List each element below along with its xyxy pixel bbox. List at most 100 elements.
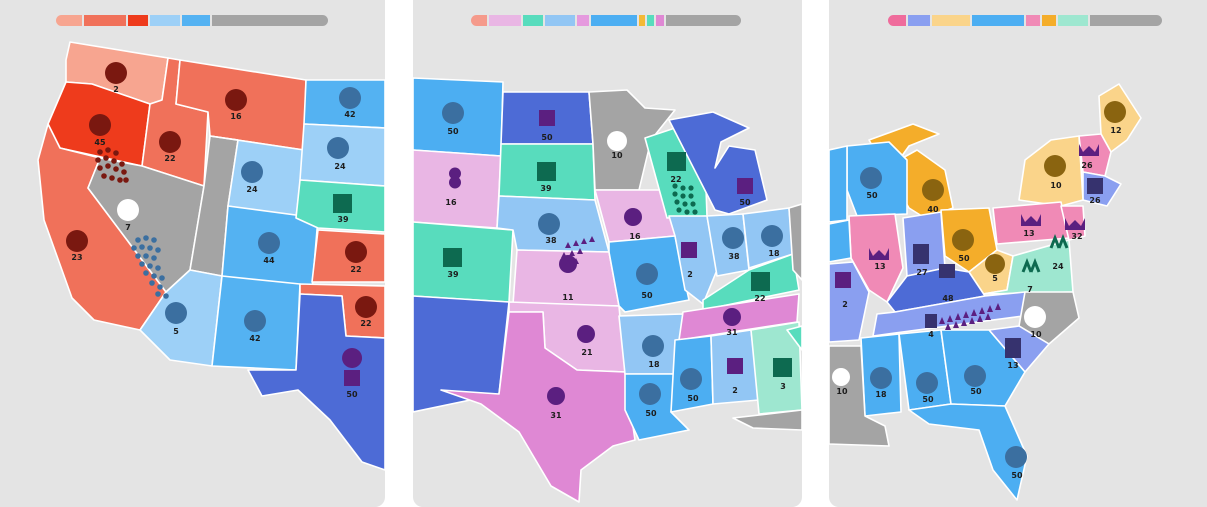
army-token[interactable]: [345, 241, 367, 263]
army-token[interactable]: [636, 263, 658, 285]
army-token[interactable]: [327, 137, 349, 159]
army-count: 38: [545, 236, 557, 245]
attack-swarm: [561, 236, 595, 266]
army-token[interactable]: [1005, 446, 1027, 468]
army-token[interactable]: [159, 131, 181, 153]
army-token[interactable]: [680, 368, 702, 390]
state-wyoming[interactable]: [413, 149, 502, 229]
progress-segment: [84, 15, 126, 26]
army-token[interactable]: [66, 230, 88, 252]
unit-token[interactable]: [577, 325, 595, 343]
neutral-token[interactable]: [607, 131, 627, 151]
army-token[interactable]: [339, 87, 361, 109]
square-token[interactable]: [537, 162, 556, 181]
unit-token[interactable]: [547, 387, 565, 405]
neutral-token[interactable]: [832, 368, 850, 386]
progress-segment: [545, 15, 575, 26]
square-token[interactable]: [333, 194, 352, 213]
unit-token[interactable]: [449, 167, 461, 189]
unit-token[interactable]: [681, 242, 697, 258]
army-count: 2: [842, 300, 848, 309]
army-count: 22: [164, 154, 175, 163]
unit-token[interactable]: [624, 208, 642, 226]
progress-segment: [56, 15, 82, 26]
army-count: 27: [916, 268, 927, 277]
castle-token[interactable]: [939, 264, 955, 278]
army-count: 7: [125, 223, 131, 232]
unit-markers: [442, 102, 792, 405]
army-token[interactable]: [860, 167, 882, 189]
state-colorado[interactable]: [413, 221, 514, 303]
army-token[interactable]: [538, 213, 560, 235]
tree-token[interactable]: [1049, 233, 1069, 249]
unit-token[interactable]: [737, 178, 753, 194]
unit-token[interactable]: [727, 358, 743, 374]
army-token[interactable]: [722, 227, 744, 249]
state-minnesota-edge[interactable]: [829, 145, 848, 223]
castle-token[interactable]: [925, 314, 937, 328]
state-north-carolina[interactable]: [1018, 291, 1080, 345]
crown-token[interactable]: [869, 248, 889, 260]
state-missouri-edge[interactable]: [829, 219, 852, 263]
army-token[interactable]: [642, 335, 664, 357]
army-token[interactable]: [1044, 155, 1066, 177]
square-token[interactable]: [443, 248, 462, 267]
army-token[interactable]: [442, 102, 464, 124]
castle-token[interactable]: [913, 244, 929, 264]
crown-token[interactable]: [1021, 214, 1041, 226]
army-count: 42: [344, 110, 355, 119]
army-count: 2: [113, 85, 119, 94]
square-token[interactable]: [751, 272, 770, 291]
army-token[interactable]: [355, 296, 377, 318]
army-count: 50: [866, 191, 878, 200]
army-token[interactable]: [241, 161, 263, 183]
army-token[interactable]: [916, 372, 938, 394]
progress-segment: [666, 15, 741, 26]
castle-token[interactable]: [1005, 338, 1021, 358]
state-texas[interactable]: [247, 293, 385, 471]
army-token[interactable]: [244, 310, 266, 332]
central-map: 50 50 10 16 39 22 39 38 16 50 11 2 38 18…: [413, 77, 802, 503]
unit-token[interactable]: [835, 272, 851, 288]
crown-token[interactable]: [1079, 144, 1099, 156]
army-count: 23: [71, 253, 82, 262]
army-count: 50: [922, 395, 934, 404]
army-count: 7: [1027, 285, 1033, 294]
state-carolina-edge[interactable]: [786, 325, 802, 351]
army-token[interactable]: [985, 254, 1005, 274]
neutral-token[interactable]: [1024, 306, 1046, 328]
unit-token[interactable]: [342, 348, 363, 386]
state-west-virginia[interactable]: [788, 203, 802, 281]
army-token[interactable]: [870, 367, 892, 389]
army-token[interactable]: [165, 302, 187, 324]
crown-token[interactable]: [1065, 218, 1085, 230]
castle-token[interactable]: [1087, 178, 1103, 194]
army-count: 40: [927, 205, 939, 214]
tree-token[interactable]: [1021, 257, 1041, 273]
army-token[interactable]: [89, 114, 111, 136]
army-token[interactable]: [964, 365, 986, 387]
state-florida[interactable]: [908, 403, 1028, 501]
army-token[interactable]: [922, 179, 944, 201]
square-token[interactable]: [773, 358, 792, 377]
army-token[interactable]: [258, 232, 280, 254]
army-token[interactable]: [639, 383, 661, 405]
state-georgia[interactable]: [940, 329, 1026, 407]
unit-token[interactable]: [723, 308, 741, 326]
territory-progress-bar: [888, 15, 1162, 26]
army-token[interactable]: [952, 229, 974, 251]
progress-segment: [656, 15, 664, 26]
progress-segment: [1090, 15, 1162, 26]
army-token[interactable]: [225, 89, 247, 111]
state-texas[interactable]: [440, 311, 636, 503]
army-token[interactable]: [1104, 101, 1126, 123]
army-count: 50: [447, 127, 459, 136]
unit-token[interactable]: [539, 110, 555, 126]
state-florida-edge[interactable]: [732, 409, 802, 431]
progress-segment: [647, 15, 654, 26]
neutral-token[interactable]: [117, 199, 139, 221]
army-token[interactable]: [761, 225, 783, 247]
square-token[interactable]: [667, 152, 686, 171]
army-token[interactable]: [105, 62, 127, 84]
army-count: 13: [1023, 229, 1034, 238]
